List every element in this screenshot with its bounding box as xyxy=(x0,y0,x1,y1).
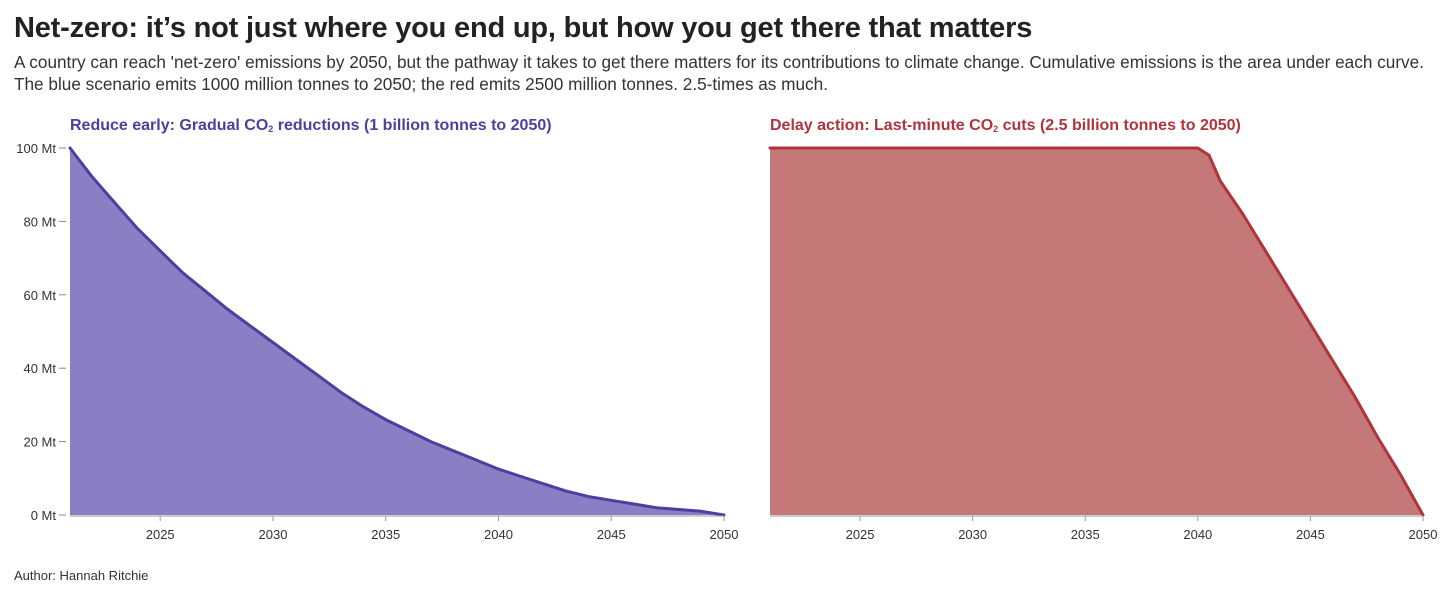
right-title-part-1: Delay action: Last-minute CO xyxy=(770,117,994,134)
emissions-area-charts: 0 Mt 20 Mt 40 Mt 60 Mt 80 Mt 100 Mt 2025 2030 20… xyxy=(16,141,1438,542)
right-area-fill xyxy=(770,148,1423,515)
left-x-tick-label: 2035 xyxy=(371,527,400,542)
chart-subtitle: A country can reach 'net-zero' emissions… xyxy=(14,52,1424,94)
left-y-tick-label: 60 Mt xyxy=(23,288,56,303)
left-x-tick-label: 2040 xyxy=(484,527,513,542)
left-x-tick-label: 2045 xyxy=(597,527,626,542)
left-x-tick-label: 2030 xyxy=(259,527,288,542)
left-area-fill xyxy=(70,148,724,515)
left-y-tick-label: 20 Mt xyxy=(23,435,56,450)
right-x-tick-label: 2050 xyxy=(1409,527,1438,542)
left-y-tick-label: 100 Mt xyxy=(16,141,56,156)
left-title-part-2: reductions (1 billion tonnes to 2050) xyxy=(273,117,552,134)
left-y-tick-label: 0 Mt xyxy=(31,508,57,523)
left-title-part-1: Reduce early: Gradual CO xyxy=(70,117,269,134)
right-title-subscript: 2 xyxy=(993,124,999,134)
right-title-part-2: cuts (2.5 billion tonnes to 2050) xyxy=(998,117,1241,134)
right-x-tick-label: 2035 xyxy=(1071,527,1100,542)
left-panel-title: Reduce early: Gradual CO2 reductions (1 … xyxy=(70,117,552,135)
chart-headline: Net-zero: it’s not just where you end up… xyxy=(14,12,1033,44)
right-x-tick-label: 2030 xyxy=(958,527,987,542)
left-x-tick-label: 2050 xyxy=(710,527,739,542)
right-x-tick-label: 2045 xyxy=(1296,527,1325,542)
author-credit: Author: Hannah Ritchie xyxy=(14,568,149,583)
right-panel-title: Delay action: Last-minute CO2 cuts (2.5 … xyxy=(770,117,1241,135)
right-x-tick-label: 2025 xyxy=(846,527,875,542)
left-series-line xyxy=(68,146,726,517)
right-x-tick-label: 2040 xyxy=(1183,527,1212,542)
right-series-line xyxy=(768,146,1425,517)
left-y-tick-label: 40 Mt xyxy=(23,361,56,376)
left-x-tick-label: 2025 xyxy=(146,527,175,542)
left-y-tick-label: 80 Mt xyxy=(23,214,56,229)
left-title-subscript: 2 xyxy=(268,124,274,134)
